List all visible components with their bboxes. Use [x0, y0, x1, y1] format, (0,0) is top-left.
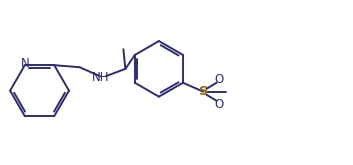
Text: O: O — [214, 98, 223, 111]
Text: NH: NH — [92, 71, 109, 83]
Text: S: S — [199, 85, 208, 98]
Text: O: O — [214, 73, 223, 86]
Text: N: N — [20, 57, 29, 70]
